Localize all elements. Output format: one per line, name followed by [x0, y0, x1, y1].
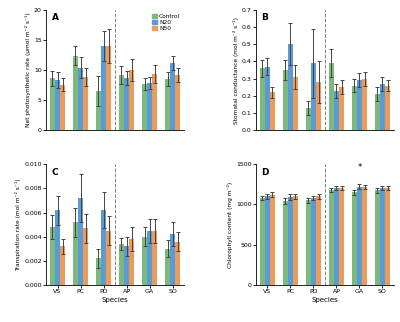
- Y-axis label: Transpiration rate (mol m⁻² s⁻¹): Transpiration rate (mol m⁻² s⁻¹): [16, 178, 22, 271]
- X-axis label: Species: Species: [312, 297, 338, 303]
- Bar: [175, 75, 180, 130]
- Bar: [60, 246, 65, 285]
- Bar: [129, 239, 134, 285]
- Bar: [170, 234, 175, 285]
- Bar: [306, 108, 311, 130]
- Bar: [106, 46, 111, 130]
- Bar: [55, 210, 60, 285]
- Bar: [147, 83, 152, 130]
- Bar: [380, 188, 385, 285]
- Bar: [152, 231, 157, 285]
- Text: *: *: [357, 163, 362, 172]
- Bar: [142, 84, 147, 130]
- Bar: [50, 79, 55, 130]
- Bar: [380, 84, 385, 130]
- Bar: [106, 231, 111, 285]
- Y-axis label: Net photosynthetic rate (μmol m⁻² s⁻¹): Net photosynthetic rate (μmol m⁻² s⁻¹): [25, 13, 31, 128]
- Y-axis label: Stomatal conductance (mol m⁻² s⁻¹): Stomatal conductance (mol m⁻² s⁻¹): [233, 16, 239, 124]
- Bar: [96, 91, 101, 130]
- Bar: [270, 92, 275, 130]
- Text: C: C: [52, 168, 58, 177]
- Bar: [334, 91, 339, 130]
- Bar: [385, 86, 390, 130]
- Bar: [293, 196, 298, 285]
- Bar: [265, 196, 270, 285]
- Bar: [101, 210, 106, 285]
- Legend: Control, N20, N50: Control, N20, N50: [151, 13, 181, 33]
- Bar: [78, 198, 83, 285]
- Y-axis label: Chlorophyll content (mg m⁻²): Chlorophyll content (mg m⁻²): [228, 182, 234, 268]
- Bar: [311, 198, 316, 285]
- Bar: [316, 196, 321, 285]
- Bar: [265, 67, 270, 130]
- Bar: [60, 85, 65, 130]
- Bar: [119, 244, 124, 285]
- Bar: [147, 231, 152, 285]
- Bar: [385, 187, 390, 285]
- Bar: [175, 242, 180, 285]
- Bar: [260, 68, 265, 130]
- Bar: [101, 46, 106, 130]
- Bar: [288, 197, 293, 285]
- Bar: [165, 249, 170, 285]
- Bar: [362, 79, 367, 130]
- Bar: [96, 258, 101, 285]
- Bar: [165, 79, 170, 130]
- Bar: [142, 237, 147, 285]
- Bar: [306, 200, 311, 285]
- Text: A: A: [52, 13, 58, 22]
- Bar: [316, 82, 321, 130]
- Bar: [357, 80, 362, 130]
- Bar: [55, 80, 60, 130]
- Bar: [329, 190, 334, 285]
- Bar: [260, 198, 265, 285]
- Bar: [129, 70, 134, 130]
- Bar: [375, 94, 380, 130]
- Text: B: B: [262, 13, 268, 22]
- Bar: [339, 87, 344, 130]
- Bar: [283, 201, 288, 285]
- Bar: [124, 78, 129, 130]
- Text: D: D: [262, 168, 269, 177]
- Bar: [334, 188, 339, 285]
- Bar: [83, 228, 88, 285]
- Bar: [83, 77, 88, 130]
- Bar: [375, 190, 380, 285]
- Bar: [73, 56, 78, 130]
- Bar: [288, 44, 293, 130]
- Bar: [78, 68, 83, 130]
- Bar: [362, 187, 367, 285]
- Bar: [352, 86, 357, 130]
- Bar: [270, 195, 275, 285]
- Bar: [339, 188, 344, 285]
- Bar: [283, 70, 288, 130]
- X-axis label: Species: Species: [102, 297, 128, 303]
- Bar: [119, 75, 124, 130]
- Bar: [50, 227, 55, 285]
- Bar: [152, 74, 157, 130]
- Bar: [73, 222, 78, 285]
- Bar: [293, 77, 298, 130]
- Bar: [311, 63, 316, 130]
- Bar: [170, 63, 175, 130]
- Bar: [357, 187, 362, 285]
- Bar: [124, 246, 129, 285]
- Bar: [329, 63, 334, 130]
- Bar: [352, 192, 357, 285]
